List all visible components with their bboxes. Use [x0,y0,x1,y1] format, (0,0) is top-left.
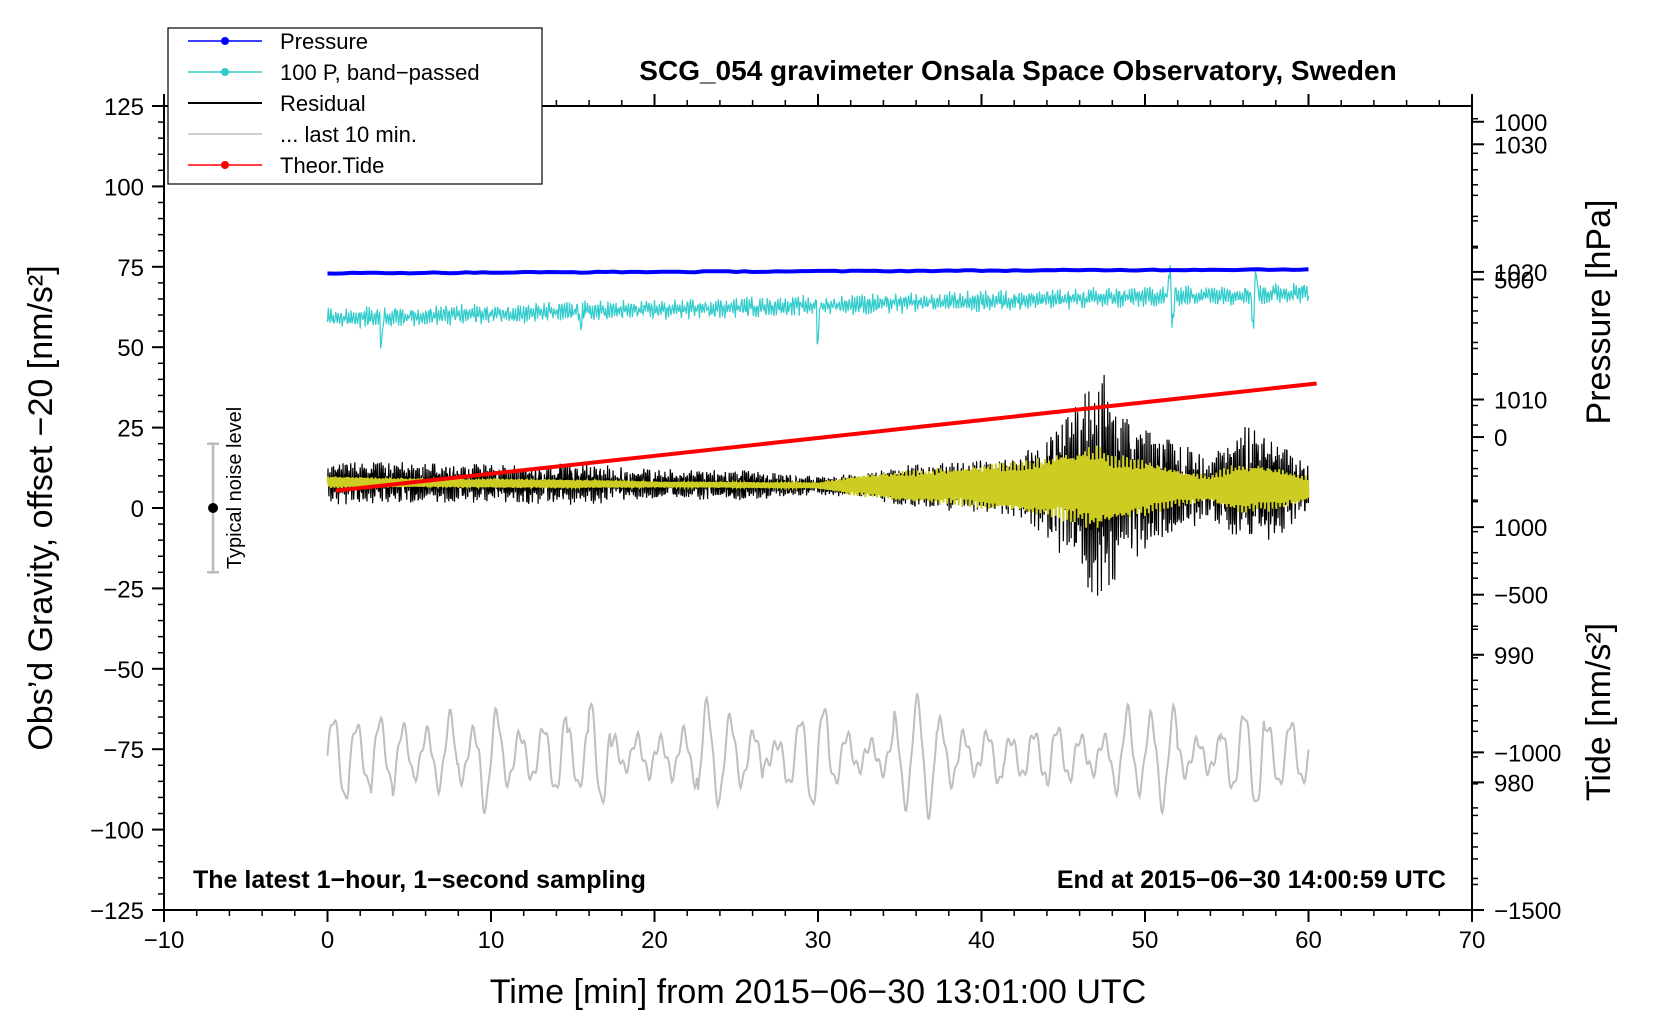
y-axis-pressure-label: Pressure [hPa] [1580,200,1618,425]
y-left-tick-label: −100 [90,818,144,845]
legend-marker [221,68,229,76]
x-tick-label: 40 [968,927,995,954]
noise-center-dot [208,503,219,513]
series-pressure [327,267,1309,276]
legend-label: Residual [280,91,366,116]
pressure-tick-label: 1000 [1494,515,1547,542]
y-left-tick-label: 100 [104,174,144,201]
legend-label: Theor.Tide [280,153,384,178]
tide-tick-label: −1000 [1494,740,1561,767]
noise-level-label: Typical noise level [224,407,246,569]
y-left-tick-label: 75 [117,255,144,282]
x-tick-label: 60 [1295,927,1322,954]
y-left-tick-label: −50 [103,657,144,684]
y-axis-left-label: Obs’d Gravity, offset −20 [nm/s²] [22,265,60,750]
x-tick-label: 10 [478,927,505,954]
x-tick-label: 20 [641,927,668,954]
y-axis-tide-label: Tide [nm/s²] [1580,623,1618,801]
x-axis-label: Time [min] from 2015−06−30 13:01:00 UTC [490,973,1146,1011]
pressure-tick-label: 1010 [1494,388,1547,415]
chart-title: SCG_054 gravimeter Onsala Space Observat… [639,55,1396,86]
pressure-tick-label: 1030 [1494,132,1547,159]
tide-tick-label: −1500 [1494,898,1561,925]
pressure-tick-label: 980 [1494,770,1534,797]
y-left-tick-label: 25 [117,416,144,443]
legend: Pressure 100 P, band−passed Residual ... la… [167,27,543,185]
annotation-end-time: End at 2015−06−30 14:00:59 UTC [1057,866,1446,894]
x-tick-label: −10 [144,927,185,954]
series-residual [326,374,1310,596]
legend-label: ... last 10 min. [280,122,417,147]
legend-marker [221,161,229,169]
noise-level-indicator: Typical noise level [207,407,246,574]
legend-label: 100 P, band−passed [280,60,480,85]
x-tick-label: 70 [1459,927,1486,954]
legend-marker [221,37,229,45]
tide-tick-label: 1000 [1494,110,1547,137]
pressure-tick-label: 990 [1494,643,1534,670]
series-layer [326,265,1317,820]
series-theor-tide [335,381,1317,493]
y-left-tick-label: 50 [117,335,144,362]
y-left-tick-label: 0 [131,496,144,523]
tide-tick-label: −500 [1494,583,1548,610]
y-left-tick-label: −75 [103,737,144,764]
series-100p-bandpassed [326,265,1310,349]
tide-tick-label: 500 [1494,267,1534,294]
legend-box [167,27,543,185]
y-left-tick-label: −25 [103,576,144,603]
x-tick-label: 30 [805,927,832,954]
series-last-10-min [326,693,1310,820]
tide-tick-label: 0 [1494,425,1507,452]
ticks-layer: −10 0 10 20 30 40 50 60 701251007550250−25−50−75… [90,94,1561,954]
legend-label: Pressure [280,29,368,54]
x-tick-label: 0 [321,927,334,954]
y-left-tick-label: −125 [90,898,144,925]
x-tick-label: 50 [1132,927,1159,954]
annotation-sampling: The latest 1−hour, 1−second sampling [193,866,646,894]
y-left-tick-label: 125 [104,94,144,121]
series-smoothed-residual [326,445,1310,528]
pressure-tick-label: 1020 [1494,260,1547,287]
